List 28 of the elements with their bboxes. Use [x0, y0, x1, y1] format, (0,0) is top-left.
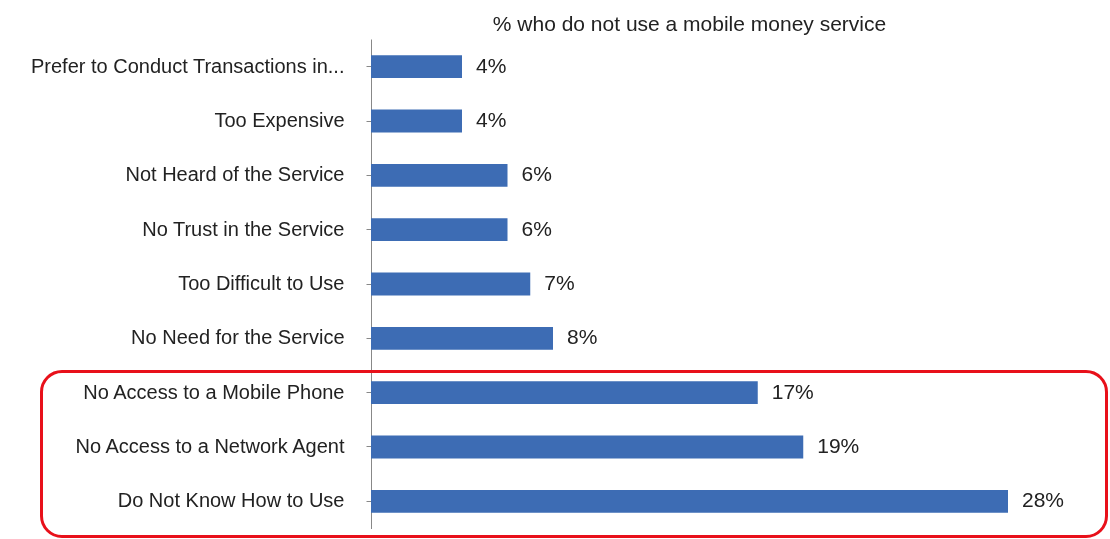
data-label: 28% — [1022, 488, 1065, 512]
y-tick-label: Do Not Know How to Use — [117, 489, 345, 512]
y-tick-label: No Trust in the Service — [142, 217, 345, 240]
data-label: 4% — [476, 108, 507, 132]
bar — [371, 163, 508, 187]
data-label: 7% — [544, 271, 575, 294]
data-label: 6% — [521, 216, 552, 240]
data-label: 17% — [771, 379, 814, 403]
y-tick-label: No Access to a Network Agent — [75, 434, 345, 457]
bar — [371, 55, 462, 79]
bar — [371, 435, 804, 459]
y-tick-label: Prefer to Conduct Transactions in... — [31, 54, 345, 77]
y-tick-label: No Access to a Mobile Phone — [83, 380, 345, 403]
chart-title: % who do not use a mobile money service — [492, 12, 887, 35]
data-label: 8% — [567, 325, 598, 349]
y-tick-label: Too Difficult to Use — [178, 272, 345, 294]
data-label: 6% — [521, 162, 552, 186]
bar — [371, 272, 531, 296]
bar — [371, 489, 1008, 513]
bar — [371, 218, 508, 242]
data-label: 4% — [476, 53, 507, 77]
y-tick-label: Not Heard of the Service — [125, 163, 345, 186]
data-label: 19% — [817, 433, 860, 457]
y-tick-label: No Need for the Service — [131, 326, 345, 349]
bar — [371, 109, 462, 133]
bar — [371, 381, 758, 405]
bar — [371, 326, 553, 350]
y-tick-label: Too Expensive — [214, 109, 345, 132]
